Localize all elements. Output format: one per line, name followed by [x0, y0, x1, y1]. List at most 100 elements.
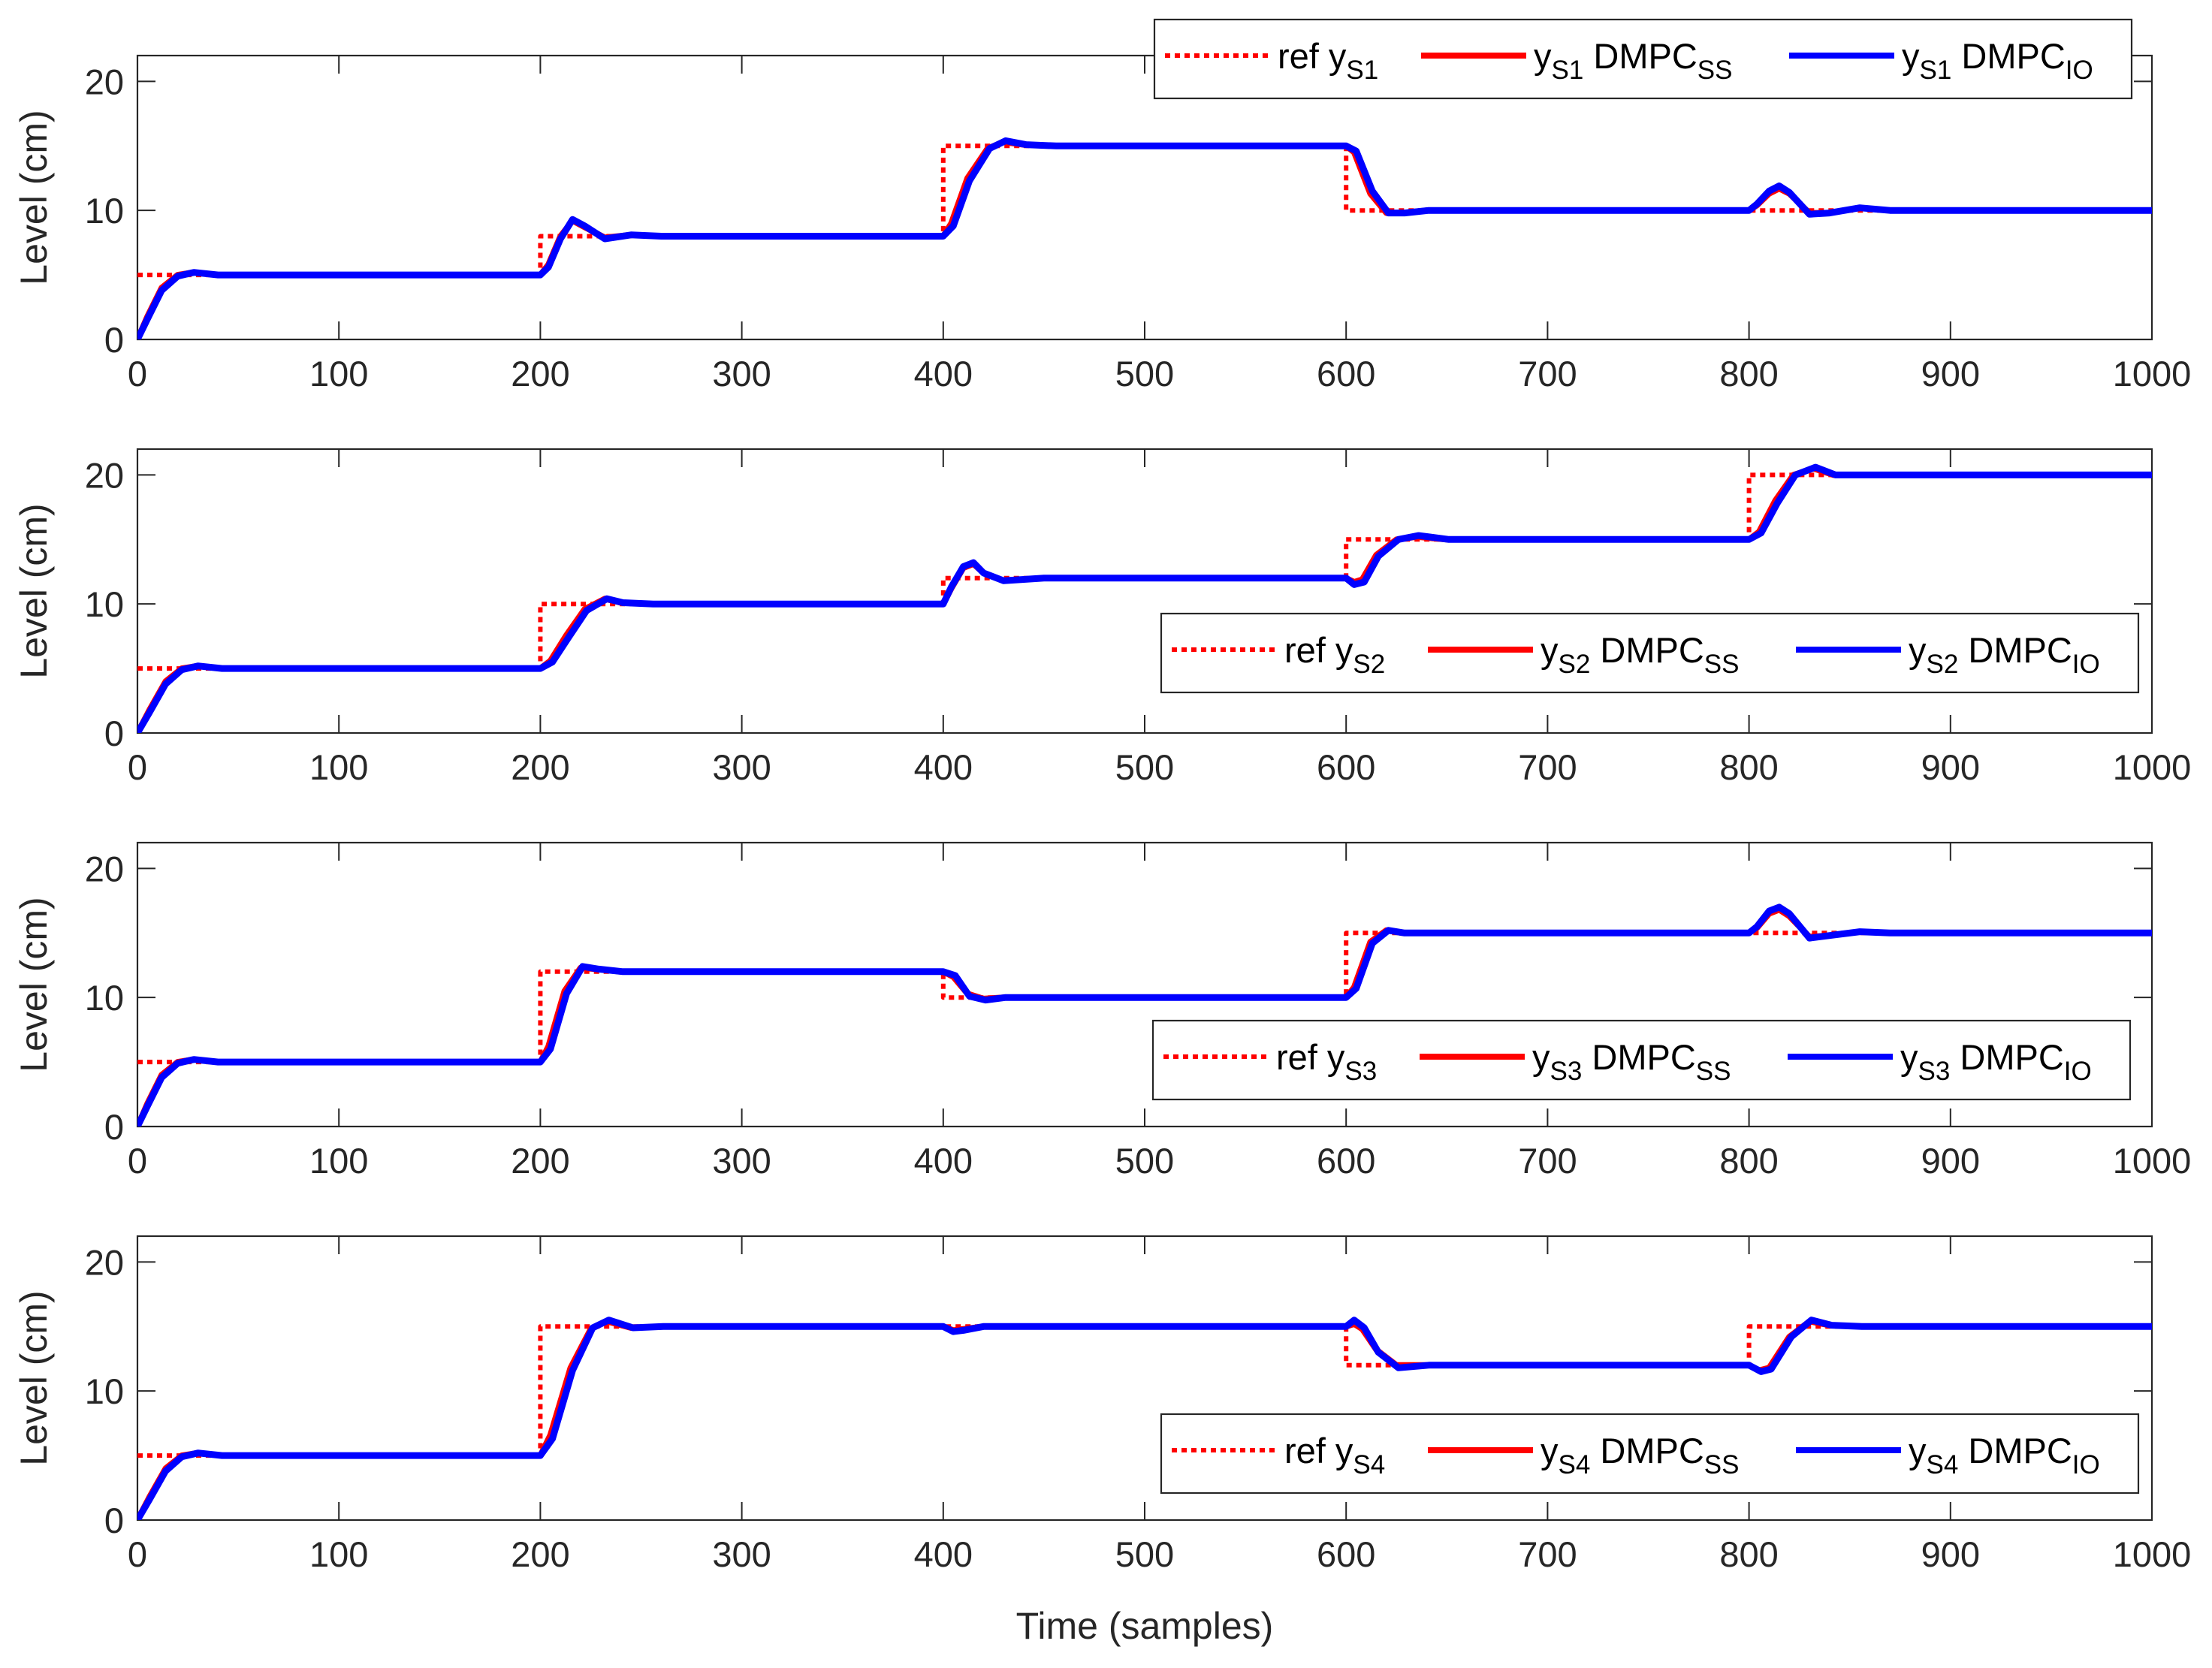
legend-text-post-sub: SS	[1704, 650, 1740, 679]
x-tick-label: 600	[1317, 1534, 1375, 1574]
legend-text-main: y	[1541, 630, 1559, 670]
legend-text-post: DMPC	[1590, 630, 1704, 670]
x-tick-label: 0	[128, 1534, 147, 1574]
legend-text-post-sub: IO	[2072, 1450, 2100, 1479]
legend: ref yS1 yS1 DMPCSS yS1 DMPCIO	[1153, 18, 2133, 100]
legend-entry: ref yS2	[1284, 630, 1385, 679]
x-tick-label: 600	[1317, 354, 1375, 394]
x-tick-label: 400	[914, 354, 973, 394]
x-tick-label: 600	[1317, 747, 1375, 787]
legend-entry: yS1 DMPCIO	[1902, 36, 2093, 85]
legend-text-main: y	[1900, 1037, 1918, 1077]
legend-entry: yS4 DMPCSS	[1541, 1431, 1739, 1479]
legend-text-post: DMPC	[1590, 1431, 1704, 1470]
legend-text-post-sub: SS	[1696, 1057, 1731, 1086]
x-tick-label: 900	[1921, 747, 1980, 787]
legend-box	[1160, 1413, 2140, 1495]
subplots: 0 100 200 300 400 500 600 700 800 900 100001020Lev…	[13, 18, 2192, 1574]
legend-text-main: y	[1541, 1431, 1559, 1470]
legend-text-sub: S1	[1920, 56, 1952, 85]
y-axis-label: Level (cm)	[13, 503, 55, 678]
series-line-yS3-DMPCIO	[137, 903, 2152, 1127]
x-tick-label: 1000	[2113, 747, 2192, 787]
legend-text-post-sub: IO	[2066, 56, 2093, 85]
legend-text-main: y	[1534, 36, 1552, 76]
legend-entry: yS2 DMPCSS	[1541, 630, 1739, 679]
x-tick-label: 100	[309, 747, 368, 787]
legend-text-post: DMPC	[1951, 36, 2065, 76]
legend-text-post: DMPC	[1958, 1431, 2072, 1470]
legend: ref yS4 yS4 DMPCSS yS4 DMPCIO	[1160, 1413, 2140, 1495]
legend-entry: yS3 DMPCSS	[1532, 1037, 1731, 1086]
legend-text-post: DMPC	[1958, 630, 2072, 670]
x-tick-label: 500	[1115, 747, 1174, 787]
legend-text-main: y	[1909, 1431, 1927, 1470]
x-tick-label: 600	[1317, 1141, 1375, 1181]
legend-text-main: y	[1532, 1037, 1550, 1077]
x-tick-label: 200	[511, 1534, 569, 1574]
y-tick-label: 10	[85, 191, 124, 231]
legend-text-sub: S4	[1927, 1450, 1959, 1479]
y-axis-label: Level (cm)	[13, 897, 55, 1072]
x-tick-label: 1000	[2113, 1534, 2192, 1574]
y-tick-label: 0	[104, 320, 124, 360]
legend-text-post-sub: SS	[1704, 1450, 1740, 1479]
legend-text-sub: S3	[1344, 1057, 1377, 1086]
y-tick-label: 0	[104, 1107, 124, 1147]
legend-text-main: ref y	[1284, 1431, 1353, 1470]
legend-entry: ref yS1	[1278, 36, 1378, 85]
y-tick-label: 10	[85, 584, 124, 624]
x-tick-label: 700	[1518, 354, 1577, 394]
legend-text-sub: S3	[1550, 1057, 1583, 1086]
plot-area	[136, 54, 2153, 341]
legend-text-post-sub: SS	[1697, 56, 1733, 85]
y-tick-label: 20	[85, 1242, 124, 1282]
x-tick-label: 900	[1921, 1534, 1980, 1574]
series-group	[137, 463, 2152, 733]
series-group	[137, 1317, 2152, 1520]
x-tick-label: 100	[309, 1534, 368, 1574]
x-tick-label: 800	[1719, 1141, 1778, 1181]
legend-text-post: DMPC	[1950, 1037, 2063, 1077]
series-line-yS2-DMPCIO	[137, 463, 2152, 733]
x-tick-label: 800	[1719, 747, 1778, 787]
x-tick-label: 900	[1921, 354, 1980, 394]
legend-box	[1160, 612, 2140, 694]
legend-text-sub: S4	[1353, 1450, 1385, 1479]
x-tick-label: 0	[128, 354, 147, 394]
x-tick-label: 500	[1115, 354, 1174, 394]
x-tick-label: 1000	[2113, 1141, 2192, 1181]
x-tick-label: 900	[1921, 1141, 1980, 1181]
legend-text-main: ref y	[1278, 36, 1347, 76]
y-axis-label: Level (cm)	[13, 110, 55, 285]
legend-text-main: ref y	[1284, 630, 1353, 670]
x-tick-label: 0	[128, 1141, 147, 1181]
y-tick-label: 10	[85, 1371, 124, 1411]
x-tick-label: 200	[511, 354, 569, 394]
y-tick-label: 20	[85, 62, 124, 101]
legend-entry: yS4 DMPCIO	[1909, 1431, 2100, 1479]
x-tick-label: 300	[712, 354, 771, 394]
legend-text-sub: S1	[1346, 56, 1378, 85]
legend-text-main: y	[1909, 630, 1927, 670]
x-tick-label: 500	[1115, 1534, 1174, 1574]
x-tick-label: 200	[511, 747, 569, 787]
x-tick-label: 400	[914, 747, 973, 787]
legend-text-post-sub: IO	[2072, 650, 2100, 679]
x-tick-label: 0	[128, 747, 147, 787]
subplot-1: 0 100 200 300 400 500 600 700 800 900 1000 0 10 20 Lev…	[13, 18, 2191, 394]
x-tick-label: 300	[712, 1534, 771, 1574]
series-line-ref-yS3	[137, 931, 2152, 1065]
legend-text-sub: S2	[1353, 650, 1385, 679]
series-group	[137, 137, 2152, 339]
x-tick-label: 100	[309, 354, 368, 394]
x-tick-label: 300	[712, 747, 771, 787]
y-tick-label: 0	[104, 713, 124, 753]
subplot-4: 0 100 200 300 400 500 600 700 800 900 1000 0 10 20 Lev…	[13, 1235, 2192, 1574]
series-group	[137, 903, 2152, 1127]
legend-entry: ref yS4	[1284, 1431, 1385, 1479]
y-tick-label: 10	[85, 978, 124, 1018]
x-tick-label: 400	[914, 1141, 973, 1181]
legend: ref yS3 yS3 DMPCSS yS3 DMPCIO	[1151, 1019, 2132, 1101]
